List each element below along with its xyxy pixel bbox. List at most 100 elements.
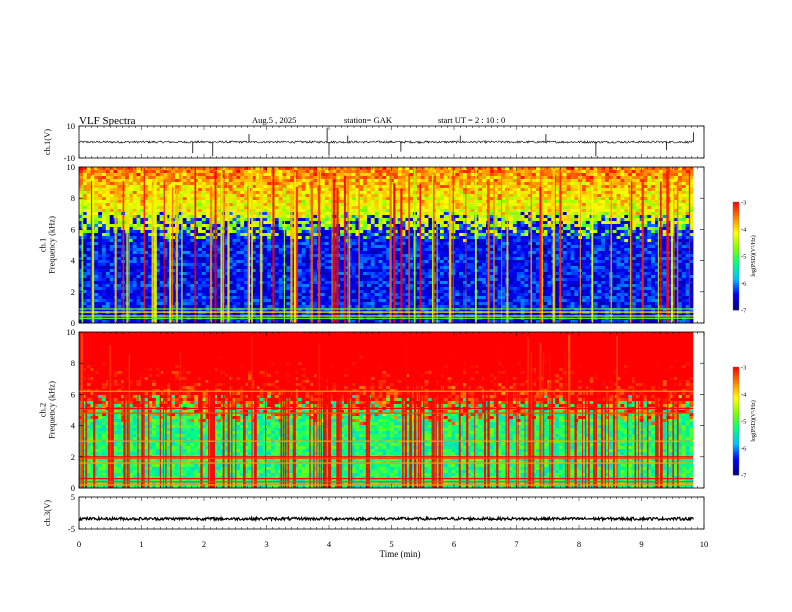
spectrogram-cell: [86, 224, 91, 228]
spectrogram-cell: [228, 251, 233, 255]
spectrogram-cell: [140, 173, 145, 177]
spectrogram-cell: [428, 254, 433, 258]
spectrogram-cell: [420, 182, 425, 186]
spectrogram-cell: [689, 176, 694, 180]
spectrogram-cell: [597, 215, 602, 219]
spectrogram-cell: [493, 206, 498, 210]
spectrogram-cell: [635, 236, 641, 240]
spectrogram-cell: [624, 248, 629, 252]
spectrogram-cell: [366, 188, 372, 192]
spectrogram-cell: [459, 218, 464, 222]
spectrogram-cell: [582, 248, 587, 252]
spectrogram-cell: [351, 230, 356, 234]
spectrogram-cell: [585, 242, 591, 246]
spectrogram-cell: [390, 212, 395, 216]
spectrogram-cell: [224, 218, 230, 222]
spectrogram-cell: [94, 248, 99, 252]
spectrogram-cell: [178, 236, 184, 240]
spectrogram-cell: [320, 185, 326, 189]
spectrogram-cell: [278, 224, 283, 228]
spectrogram-cell: [528, 200, 533, 204]
spectrogram-cell: [386, 182, 391, 186]
spectrogram-cell: [616, 170, 621, 174]
spectrogram-cell: [681, 173, 687, 177]
spectrogram-cell: [532, 218, 537, 222]
spectrogram-cell: [109, 227, 114, 231]
spectrogram-cell: [620, 209, 625, 213]
spectrogram-cell: [512, 206, 518, 210]
spectrogram-cell: [267, 206, 272, 210]
spectrogram-cell: [320, 230, 326, 234]
spectrogram-cell: [378, 203, 383, 207]
spectrogram-cell: [547, 197, 552, 201]
spectrogram-cell: [205, 167, 210, 171]
spectrogram-cell: [182, 242, 187, 246]
spectrogram-cell: [605, 185, 610, 189]
spectrogram-cell: [493, 176, 498, 180]
spectrogram-cell: [451, 167, 456, 171]
spectrogram-cell: [297, 233, 303, 237]
spectrogram-cell: [251, 233, 257, 237]
spectrogram-cell: [144, 242, 149, 246]
spectrogram-cell: [94, 182, 99, 186]
spectrogram-cell: [401, 185, 406, 189]
spectrogram-cell: [543, 185, 548, 189]
spectrogram-cell: [386, 212, 391, 216]
spectrogram-cell: [555, 194, 560, 198]
spectrogram-cell: [140, 209, 145, 213]
spectrogram-cell: [582, 179, 587, 183]
spectrogram-cell: [486, 176, 491, 180]
spectrogram-cell: [105, 197, 111, 201]
spectrogram-cell: [309, 167, 314, 171]
spectrogram-cell: [128, 173, 134, 177]
spectrogram-cell: [324, 173, 329, 177]
spectrogram-cell: [459, 236, 464, 240]
spectrogram-cell: [263, 206, 268, 210]
spectrogram-cell: [255, 212, 260, 216]
spectrogram-cell: [370, 173, 376, 177]
spectrogram-cell: [543, 227, 548, 231]
spectrogram-cell: [255, 206, 260, 210]
spectrogram-cell: [501, 206, 506, 210]
spectrogram-cell: [297, 167, 303, 171]
spectrogram-cell: [382, 188, 387, 192]
spectrogram-cell: [159, 212, 164, 216]
spectrogram-cell: [470, 227, 475, 231]
spectrogram-cell: [374, 242, 379, 246]
spectrogram-cell: [313, 236, 318, 240]
spectrogram-cell: [363, 254, 368, 258]
spectrogram-cell: [267, 245, 272, 249]
spectrogram-cell: [324, 191, 329, 195]
spectrogram-cell: [109, 218, 114, 222]
spectrogram-cell: [582, 239, 587, 243]
spectrogram-cell: [439, 233, 445, 237]
spectrogram-cell: [547, 188, 552, 192]
spectrogram-cell: [555, 185, 560, 189]
spectrogram-cell: [597, 233, 602, 237]
spectrogram-cell: [462, 242, 468, 246]
spectrogram-cell: [86, 179, 91, 183]
spectrogram-cell: [198, 182, 203, 186]
spectrogram-cell: [470, 233, 475, 237]
spectrogram-cell: [643, 197, 648, 201]
spectrogram-cell: [178, 167, 184, 171]
spectrogram-cell: [232, 167, 237, 171]
spectrogram-cell: [86, 251, 91, 255]
spectrogram-cell: [486, 173, 491, 177]
spectrogram-cell: [198, 215, 203, 219]
spectrogram-cell: [128, 197, 134, 201]
spectrogram-cell: [136, 227, 141, 231]
spectrogram-cell: [585, 191, 591, 195]
spectrogram-cell: [205, 218, 210, 222]
spectrogram-cell: [163, 188, 168, 192]
spectrogram-cell: [382, 227, 387, 231]
spectrogram-cell: [232, 239, 237, 243]
spectrogram-cell: [443, 239, 449, 243]
spectrogram-cell: [405, 233, 410, 237]
spectrogram-cell: [198, 188, 203, 192]
spectrogram-cell: [624, 221, 629, 225]
spectrogram-cell: [382, 230, 387, 234]
spectrogram-cell: [605, 200, 610, 204]
spectrogram-cell: [678, 206, 683, 210]
spectrogram-cell: [624, 239, 629, 243]
